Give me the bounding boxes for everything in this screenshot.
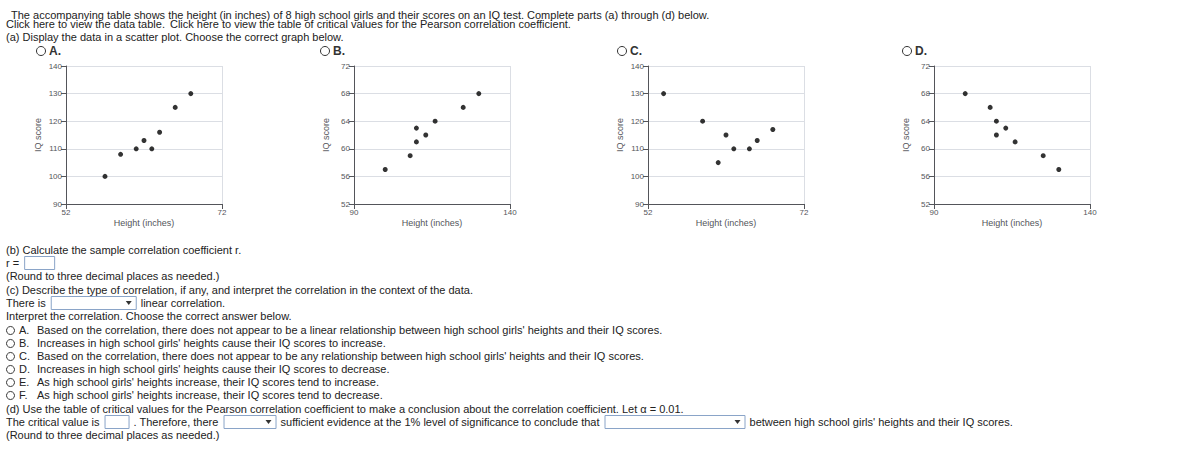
svg-text:56: 56 (921, 172, 930, 181)
svg-text:Height (inches): Height (inches) (114, 218, 175, 228)
svg-text:F.: F. (19, 389, 28, 401)
svg-text:90: 90 (930, 208, 939, 217)
svg-text:64: 64 (921, 117, 930, 126)
svg-text:56: 56 (341, 172, 350, 181)
svg-text:D.: D. (19, 363, 30, 375)
svg-text:Click here to view the table o: Click here to view the table of critical… (170, 17, 571, 30)
svg-text:Increases in high school girls: Increases in high school girls' heights … (37, 337, 386, 349)
svg-text:140: 140 (1083, 208, 1097, 217)
svg-text:(b) Calculate the sample corre: (b) Calculate the sample correlation coe… (6, 244, 241, 256)
svg-text:D.: D. (915, 44, 927, 58)
svg-text:130: 130 (631, 89, 645, 98)
svg-text:120: 120 (49, 117, 63, 126)
svg-text:Height (inches): Height (inches) (982, 218, 1043, 228)
svg-text:(a) Display the data in a scat: (a) Display the data in a scatter plot. … (6, 31, 344, 43)
svg-text:60: 60 (341, 144, 350, 153)
svg-text:(c) Describe the type of corre: (c) Describe the type of correlation, if… (6, 284, 473, 296)
svg-text:90: 90 (53, 199, 62, 209)
svg-text:72: 72 (218, 208, 227, 217)
svg-text:Interpret the correlation. Cho: Interpret the correlation. Choose the co… (6, 310, 292, 322)
svg-text:B.: B. (19, 337, 29, 349)
svg-text:68: 68 (341, 89, 350, 98)
svg-text:(Round to three decimal places: (Round to three decimal places as needed… (6, 429, 219, 441)
svg-text:72: 72 (800, 208, 809, 217)
svg-text:110: 110 (49, 144, 62, 153)
svg-text:The critical value is: The critical value is (6, 416, 100, 428)
svg-text:90: 90 (350, 208, 359, 217)
svg-text:140: 140 (49, 62, 63, 71)
svg-text:IQ score: IQ score (321, 118, 331, 152)
svg-text:sufficient evidence at the 1%: sufficient evidence at the 1% level of s… (281, 416, 600, 428)
svg-text:IQ score: IQ score (33, 118, 43, 152)
svg-text:90: 90 (635, 199, 644, 209)
svg-text:Based on the correlation, ther: Based on the correlation, there does not… (37, 324, 662, 336)
svg-text:68: 68 (921, 89, 930, 98)
svg-text:between high school girls' hei: between high school girls' heights and t… (750, 416, 1013, 428)
svg-text:130: 130 (49, 89, 63, 98)
svg-text:110: 110 (631, 144, 644, 153)
svg-text:linear correlation.: linear correlation. (141, 297, 225, 309)
svg-text:Increases in high school girls: Increases in high school girls' heights … (37, 363, 389, 375)
svg-text:IQ score: IQ score (615, 118, 625, 152)
svg-text:r =: r = (6, 257, 19, 269)
svg-text:As high school girls' heights: As high school girls' heights increase, … (37, 389, 383, 401)
svg-text:As high school girls' heights: As high school girls' heights increase, … (37, 376, 379, 388)
svg-text:The accompanying table shows t: The accompanying table shows the height … (11, 9, 709, 21)
svg-text:E.: E. (19, 376, 29, 388)
svg-text:60: 60 (921, 144, 930, 153)
svg-text:52: 52 (62, 208, 71, 217)
svg-text:64: 64 (341, 117, 350, 126)
svg-text:B.: B. (333, 44, 345, 58)
svg-text:52: 52 (921, 199, 930, 209)
svg-text:Height (inches): Height (inches) (696, 218, 757, 228)
svg-text:140: 140 (631, 62, 645, 71)
svg-text:140: 140 (503, 208, 517, 217)
svg-text:52: 52 (644, 208, 653, 217)
svg-text:72: 72 (921, 62, 930, 71)
svg-text:100: 100 (631, 172, 645, 181)
svg-text:Height (inches): Height (inches) (402, 218, 463, 228)
svg-text:A.: A. (19, 324, 29, 336)
svg-text:C.: C. (19, 350, 30, 362)
svg-text:C.: C. (630, 44, 642, 58)
svg-text:A.: A. (49, 44, 61, 58)
svg-text:Based on the correlation, ther: Based on the correlation, there does not… (37, 350, 644, 362)
svg-text:120: 120 (631, 117, 645, 126)
svg-text:Click here to view the data ta: Click here to view the data table. (6, 17, 165, 30)
svg-text:100: 100 (49, 172, 63, 181)
svg-text:There is: There is (6, 297, 46, 309)
svg-text:72: 72 (341, 62, 350, 71)
svg-text:(d) Use the table of critical: (d) Use the table of critical values for… (6, 403, 684, 415)
svg-text:(Round to three decimal places: (Round to three decimal places as needed… (6, 270, 219, 282)
svg-text:IQ score: IQ score (901, 118, 911, 152)
svg-text:52: 52 (341, 199, 350, 209)
svg-text:. Therefore, there: . Therefore, there (134, 416, 219, 428)
